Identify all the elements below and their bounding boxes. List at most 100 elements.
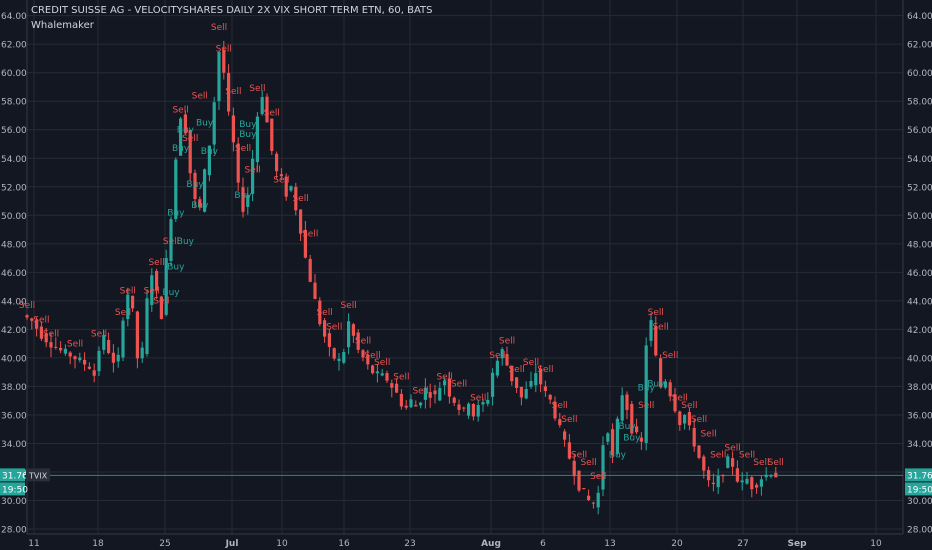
candle-body [227, 73, 231, 112]
candle-body [572, 460, 576, 477]
candle-body [313, 282, 317, 299]
candle-body [433, 390, 437, 395]
x-tick-label: 13 [604, 539, 615, 549]
grid-lines [26, 0, 904, 535]
y-tick-label-left: 64.00 [1, 12, 27, 22]
candle-body [404, 405, 408, 408]
sell-signal-label: Sell [552, 401, 568, 411]
buy-signal-label: Buy [201, 147, 219, 157]
y-tick-label-right: 60.00 [907, 69, 932, 79]
symbol-label: TVIX [28, 471, 48, 480]
sell-signal-label: Sell [700, 429, 716, 439]
sell-signal-label: Sell [172, 106, 188, 116]
candle-body [159, 296, 163, 320]
candle-body [193, 172, 197, 199]
candles [25, 40, 778, 515]
candle-body [347, 321, 351, 348]
candle-body [140, 347, 144, 359]
buy-signal-label: Buy [618, 422, 636, 432]
candle-body [534, 373, 538, 386]
buy-signal-label: Buy [186, 180, 204, 190]
signal-labels: BuyBuyBuyBuyBuyBuyBuyBuyBuyBuyBuyBuyBuyB… [19, 23, 784, 482]
sell-signal-label: Sell [355, 337, 371, 347]
chart-title: CREDIT SUISSE AG - VELOCITYSHARES DAILY … [31, 5, 433, 16]
y-tick-label-right: 36.00 [907, 411, 932, 421]
x-tick-label: Sep [787, 539, 807, 549]
y-tick-label-left: 48.00 [1, 240, 27, 250]
candle-body [217, 51, 221, 101]
x-tick-label: 10 [870, 539, 882, 549]
y-tick-label-left: 42.00 [1, 326, 27, 336]
sell-signal-label: Sell [249, 84, 265, 94]
y-tick-label-left: 58.00 [1, 98, 27, 108]
candle-body [620, 395, 624, 421]
y-tick-label-right: 58.00 [907, 98, 932, 108]
candle-body [327, 333, 331, 347]
candle-body [135, 311, 139, 359]
candle-body [294, 186, 298, 211]
last-time-value-left: 19:50 [2, 485, 28, 495]
candle-body [59, 347, 63, 351]
candle-body [443, 380, 447, 386]
buy-signal-label: Buy [191, 201, 209, 211]
candle-body [207, 145, 211, 176]
candle-body [169, 219, 173, 261]
sell-signal-label: Sell [561, 415, 577, 425]
y-tick-label-left: 52.00 [1, 183, 27, 193]
y-axis-left[interactable]: 28.0030.0032.0034.0036.0038.0040.0042.00… [1, 12, 27, 535]
candle-body [111, 352, 115, 363]
candle-body [231, 115, 235, 143]
candle-body [553, 401, 557, 419]
last-price-badge-right [905, 468, 932, 482]
y-tick-label-left: 28.00 [1, 526, 27, 536]
candle-body [414, 404, 418, 407]
candle-body [457, 404, 461, 410]
candle-body [630, 403, 634, 434]
last-time-value-right: 19:50 [907, 485, 932, 495]
candle-body [25, 315, 29, 318]
buy-signal-label: Buy [196, 118, 214, 128]
candle-body [337, 358, 341, 362]
y-tick-label-left: 46.00 [1, 269, 27, 279]
candle-body [558, 419, 562, 426]
y-tick-label-right: 50.00 [907, 212, 932, 222]
x-tick-label: 20 [671, 539, 683, 549]
sell-signal-label: Sell [691, 415, 707, 425]
y-tick-label-left: 56.00 [1, 126, 27, 136]
candle-body [644, 345, 648, 443]
candle-body [529, 381, 533, 387]
sell-signal-label: Sell [216, 44, 232, 54]
candle-body [467, 403, 471, 416]
candle-body [385, 373, 389, 381]
sell-signal-label: Sell [412, 387, 428, 397]
candle-body [342, 352, 346, 363]
candle-body [543, 386, 547, 392]
candle-body [654, 326, 658, 356]
candle-body [299, 209, 303, 234]
candle-body [663, 381, 667, 388]
x-tick-label: Aug [481, 539, 501, 549]
y-tick-label-right: 46.00 [907, 269, 932, 279]
x-tick-label: 25 [159, 539, 170, 549]
candle-body [692, 428, 696, 447]
buy-signal-label: Buy [162, 288, 180, 298]
sell-signal-label: Sell [710, 451, 726, 461]
candle-body [150, 275, 154, 305]
y-tick-label-right: 30.00 [907, 497, 932, 507]
candle-body [500, 349, 504, 359]
x-tick-label: 23 [404, 539, 415, 549]
candle-body [289, 186, 293, 191]
y-tick-label-left: 34.00 [1, 440, 27, 450]
x-axis[interactable]: 11 18 25 Jul 10 16 23 Aug 6 13 20 27 Sep 10 [28, 539, 882, 549]
candle-body [471, 403, 475, 417]
sell-signal-label: Sell [316, 308, 332, 318]
sell-signal-label: Sell [340, 301, 356, 311]
sell-signal-label: Sell [590, 472, 606, 482]
candle-body [635, 426, 639, 433]
candle-body [491, 372, 495, 397]
candle-body [183, 114, 187, 134]
sell-signal-label: Sell [120, 287, 136, 297]
y-tick-label-right: 64.00 [907, 12, 932, 22]
y-tick-label-right: 56.00 [907, 126, 932, 136]
